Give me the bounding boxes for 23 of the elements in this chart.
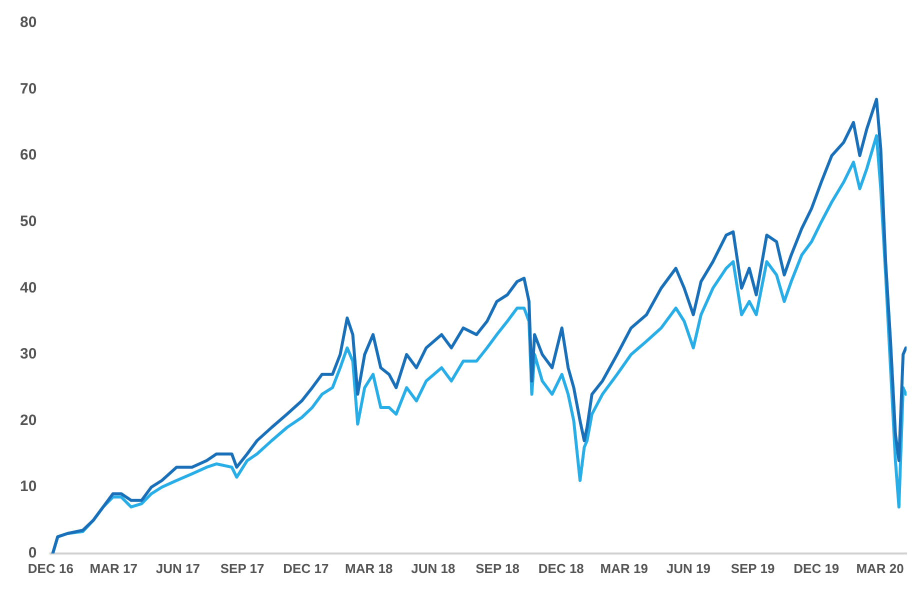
- y-tick-label: 40: [20, 279, 37, 296]
- x-tick-label: MAR 17: [90, 560, 138, 576]
- x-tick-label: DEC 19: [794, 560, 840, 576]
- x-tick-label: MAR 18: [345, 560, 393, 576]
- x-tick-label: SEP 17: [220, 560, 264, 576]
- x-tick-label: JUN 19: [666, 560, 710, 576]
- y-tick-label: 50: [20, 213, 37, 230]
- x-tick-label: DEC 17: [283, 560, 329, 576]
- y-tick-label: 20: [20, 412, 37, 429]
- x-tick-label: MAR 19: [600, 560, 648, 576]
- y-tick-label: 0: [28, 544, 37, 562]
- y-tick-label: 70: [20, 80, 37, 98]
- y-tick-label: 30: [20, 346, 37, 363]
- x-tick-label: SEP 18: [476, 560, 520, 576]
- x-tick-label: DEC 18: [538, 560, 584, 576]
- x-tick-label: SEP 19: [730, 560, 775, 576]
- x-tick-label: JUN 17: [156, 560, 200, 576]
- y-tick-label: 80: [20, 14, 37, 32]
- y-tick-label: 60: [20, 146, 37, 164]
- x-tick-label: DEC 16: [28, 560, 74, 576]
- y-tick-label: 10: [20, 478, 37, 496]
- x-tick-label: MAR 20: [856, 560, 904, 576]
- x-tick-label: JUN 18: [411, 560, 456, 576]
